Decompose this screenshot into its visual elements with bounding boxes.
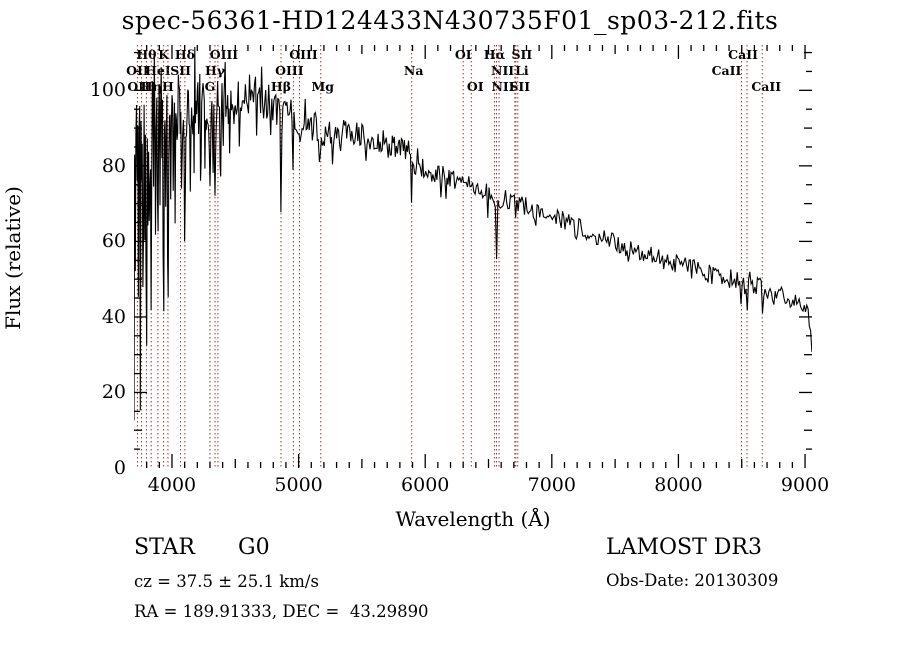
spectrum-trace	[134, 46, 812, 421]
spectral-line-label: OIII	[275, 63, 304, 78]
y-tick-label: 20	[101, 381, 126, 404]
spectral-line-label: NII	[491, 79, 515, 94]
y-tick-label: 60	[101, 230, 126, 253]
y-tick-label: 0	[113, 457, 126, 479]
x-axis-label: Wavelength (Å)	[395, 507, 551, 531]
y-tick-label: 100	[89, 79, 126, 102]
spectral-line-label: CaII	[711, 63, 742, 78]
x-tick-label: 5000	[274, 474, 323, 496]
spectral-line-markers-group	[136, 45, 763, 468]
spectral-line-label: CaII	[728, 47, 758, 62]
y-tick-label: 80	[101, 154, 126, 177]
x-tick-label: 8000	[654, 474, 703, 496]
y-tick-label: 40	[101, 305, 126, 328]
spectral-line-label: CaII	[751, 79, 782, 94]
spectral-line-label: Na	[403, 63, 424, 78]
spectral-line-label: Mg	[311, 79, 335, 94]
x-tick-label: 4000	[147, 474, 197, 496]
spectral-line-label: OIII	[289, 47, 318, 62]
spectral-line-label: Li	[515, 63, 529, 78]
survey-release: LAMOST DR3	[606, 535, 762, 560]
x-tick-label: 7000	[527, 474, 576, 496]
x-tick-label: 6000	[401, 474, 450, 496]
ra-dec: RA = 189.91333, DEC = 43.29890	[134, 602, 429, 621]
spectral-line-label: OIII	[209, 47, 239, 62]
x-tick-label: 9000	[780, 474, 830, 496]
chart-title: spec-56361-HD124433N430735F01_sp03-212.f…	[121, 6, 779, 35]
object-subclass: G0	[238, 535, 270, 560]
obs-date: Obs-Date: 20130309	[606, 571, 779, 590]
object-class: STAR	[134, 535, 195, 560]
cz-value: cz = 37.5 ± 25.1 km/s	[134, 572, 319, 591]
